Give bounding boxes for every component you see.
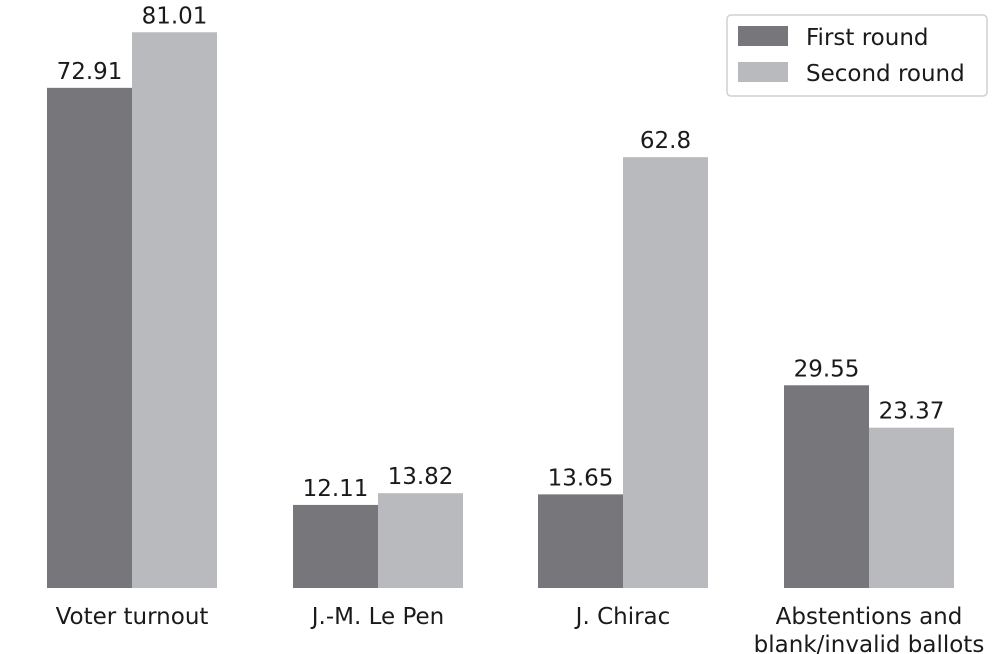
bar-second-round-voter-turnout bbox=[132, 32, 217, 588]
data-label-second-round-j-chirac: 62.8 bbox=[640, 128, 691, 154]
x-tick-label-abstentions-and-blank-invalid-ballots-line-1: Abstentions and bbox=[776, 604, 963, 630]
x-tick-label-j-chirac-line-1: J. Chirac bbox=[574, 604, 671, 630]
legend-label-first-round: First round bbox=[806, 25, 929, 51]
bar-first-round-j-m-le-pen bbox=[293, 504, 378, 588]
bar-second-round-j-chirac bbox=[623, 157, 708, 588]
bar-first-round-voter-turnout bbox=[47, 87, 132, 588]
data-label-second-round-voter-turnout: 81.01 bbox=[142, 3, 208, 29]
bar-first-round-abstentions-and-blank-invalid-ballots bbox=[784, 385, 869, 588]
data-labels-group: 72.91 81.01 12.11 13.82 13.65 62.8 29.55 23.37 bbox=[57, 3, 945, 502]
legend-label-second-round: Second round bbox=[806, 61, 965, 87]
data-label-first-round-j-m-le-pen: 12.11 bbox=[303, 476, 369, 502]
legend-swatch-first-round bbox=[738, 26, 788, 46]
legend: First round Second round bbox=[726, 14, 988, 97]
bar-second-round-j-m-le-pen bbox=[378, 493, 463, 588]
bar-second-round-abstentions-and-blank-invalid-ballots bbox=[869, 427, 954, 588]
data-label-second-round-abstentions-and-blank-invalid-ballots: 23.37 bbox=[879, 399, 945, 425]
data-label-first-round-j-chirac: 13.65 bbox=[548, 465, 614, 491]
bar-first-round-j-chirac bbox=[538, 494, 623, 588]
data-label-first-round-voter-turnout: 72.91 bbox=[57, 59, 123, 85]
x-tick-labels-group: Voter turnout J.-M. Le Pen J. Chirac Absten… bbox=[56, 604, 985, 654]
bars-group bbox=[47, 32, 954, 588]
data-label-first-round-abstentions-and-blank-invalid-ballots: 29.55 bbox=[794, 356, 860, 382]
legend-swatch-second-round bbox=[738, 62, 788, 82]
x-tick-label-j-m-le-pen-line-1: J.-M. Le Pen bbox=[310, 604, 445, 630]
x-tick-label-voter-turnout-line-1: Voter turnout bbox=[56, 604, 209, 630]
x-tick-label-abstentions-and-blank-invalid-ballots-line-2: blank/invalid ballots bbox=[754, 632, 985, 654]
legend-frame bbox=[726, 14, 988, 97]
data-label-second-round-j-m-le-pen: 13.82 bbox=[388, 464, 454, 490]
